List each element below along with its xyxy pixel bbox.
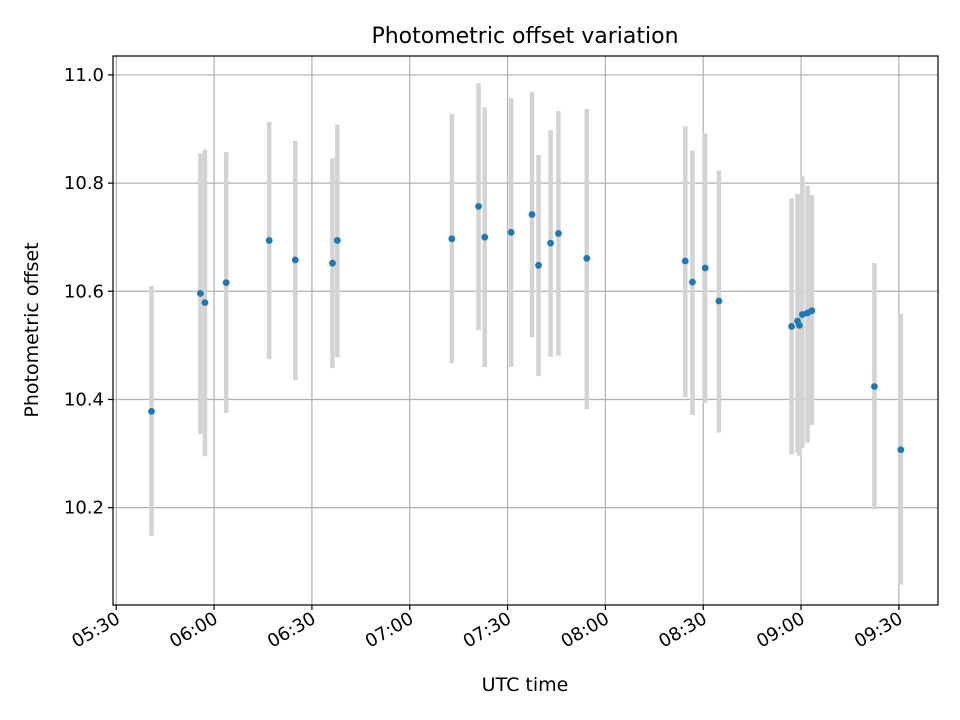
data-point [689, 278, 696, 286]
data-point [681, 257, 689, 265]
chart-title: Photometric offset variation [371, 24, 678, 49]
data-point [555, 230, 562, 237]
data-point [715, 297, 723, 305]
y-tick-label: 10.4 [64, 389, 104, 410]
y-tick-label: 10.2 [64, 498, 104, 519]
data-point [333, 237, 341, 244]
data-point [291, 256, 299, 264]
y-axis-label: Photometric offset [21, 242, 43, 417]
data-point [507, 228, 515, 236]
y-tick-label: 10.8 [64, 173, 104, 194]
data-point [535, 261, 542, 269]
data-point [528, 211, 536, 218]
data-point [448, 235, 456, 243]
y-tick-label: 11.0 [64, 65, 104, 86]
data-point [201, 299, 209, 307]
data-point [265, 237, 273, 244]
data-point [808, 307, 816, 315]
data-point [788, 323, 795, 330]
plot-frame [112, 55, 939, 606]
data-point [547, 239, 555, 247]
data-point [475, 202, 482, 210]
y-tick-label: 10.6 [64, 281, 104, 302]
y-axis-ticks: 10.2 10.4 10.6 10.8 11.0 [64, 65, 113, 519]
x-axis-label: UTC time [482, 674, 569, 696]
data-point [871, 383, 878, 390]
data-point [148, 407, 155, 415]
data-point [329, 259, 336, 267]
data-point [222, 279, 230, 287]
data-point [798, 311, 806, 318]
data-point [481, 233, 489, 241]
data-point [701, 264, 709, 272]
data-points [148, 202, 905, 454]
data-point [583, 254, 591, 262]
data-point [796, 321, 803, 329]
data-point [897, 446, 905, 454]
data-point [196, 290, 204, 297]
